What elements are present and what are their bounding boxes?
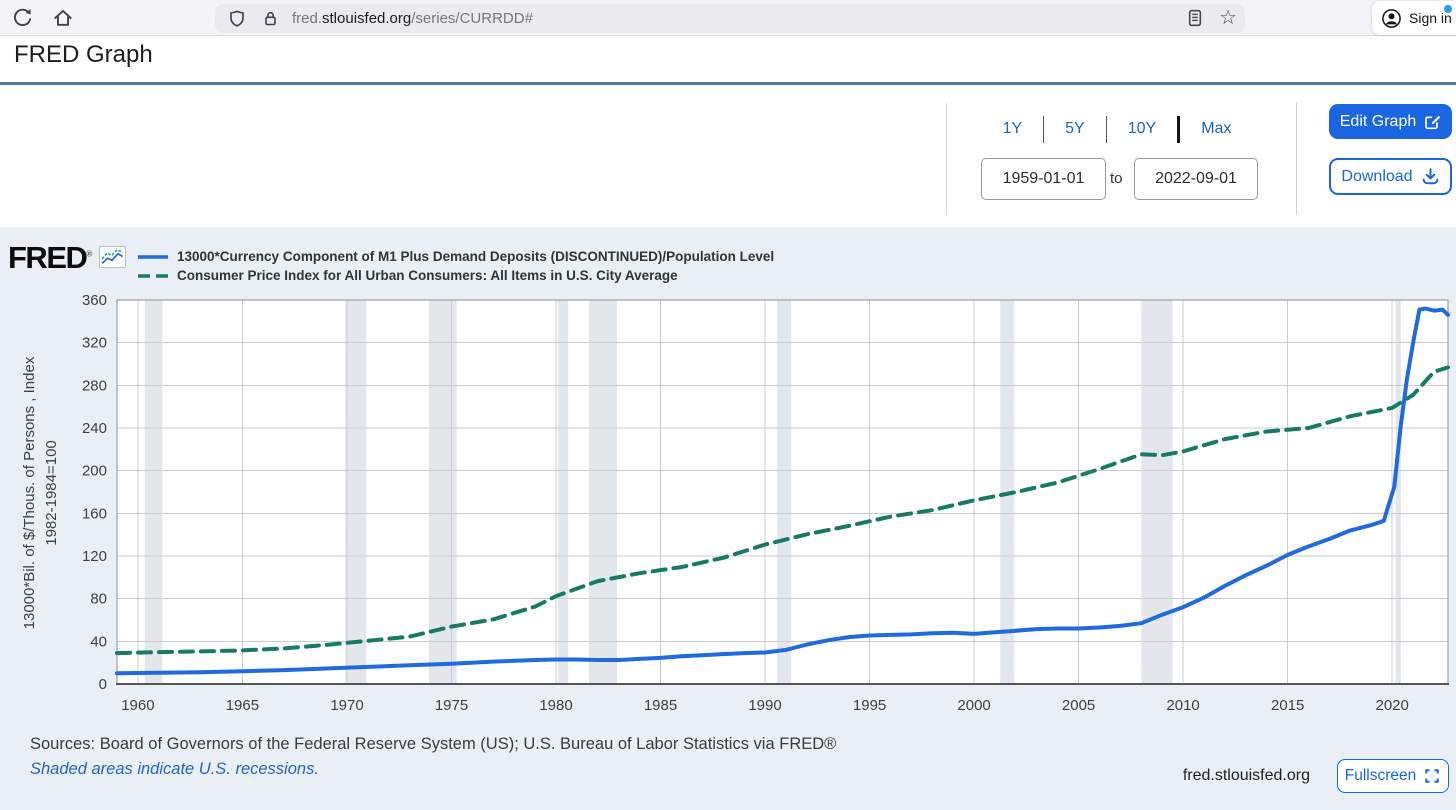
registered-mark: ® (86, 249, 92, 259)
reader-view-icon[interactable] (1185, 8, 1205, 28)
url-path: /series/CURRDD# (411, 10, 533, 27)
url-bar[interactable]: fred.stlouisfed.org/series/CURRDD# ☆ (215, 4, 1245, 33)
sources-text: Sources: Board of Governors of the Feder… (30, 735, 837, 753)
range-separator (1105, 115, 1107, 143)
svg-text:1990: 1990 (748, 697, 781, 714)
svg-text:200: 200 (82, 463, 107, 480)
fred-logo: FRED® (8, 240, 92, 275)
date-from-input[interactable]: 1959-01-01 (981, 158, 1106, 200)
download-button[interactable]: Download (1329, 158, 1452, 195)
home-icon[interactable] (52, 7, 74, 29)
svg-text:0: 0 (99, 676, 107, 693)
url-prefix: fred. (292, 10, 323, 27)
range-separator (1043, 115, 1045, 143)
fullscreen-label: Fullscreen (1344, 767, 1417, 784)
header-divider (0, 82, 1456, 85)
shield-permissions-icon[interactable] (227, 9, 247, 29)
svg-text:2020: 2020 (1376, 697, 1409, 714)
svg-text:240: 240 (82, 420, 107, 437)
svg-text:1960: 1960 (121, 697, 154, 714)
controls-divider-right (1296, 103, 1297, 215)
legend-label-series1: 13000*Currency Component of M1 Plus Dema… (177, 249, 775, 264)
svg-text:1995: 1995 (853, 697, 886, 714)
notification-dot (1444, 5, 1452, 13)
edit-graph-button[interactable]: Edit Graph (1329, 104, 1452, 139)
svg-text:320: 320 (82, 335, 107, 352)
svg-text:1985: 1985 (644, 697, 677, 714)
fullscreen-expand-icon (1425, 769, 1439, 783)
range-selector: 1Y 5Y 10Y Max (952, 114, 1282, 144)
svg-text:40: 40 (90, 633, 107, 650)
range-1y[interactable]: 1Y (1002, 120, 1023, 137)
range-10y[interactable]: 10Y (1127, 120, 1157, 137)
url-text[interactable]: fred.stlouisfed.org/series/CURRDD# (292, 10, 533, 27)
legend-row-series2: Consumer Price Index for All Urban Consu… (137, 266, 774, 285)
reload-icon[interactable] (12, 7, 34, 29)
bookmark-star-icon[interactable]: ☆ (1219, 7, 1237, 29)
browser-toolbar: fred.stlouisfed.org/series/CURRDD# ☆ Sig… (0, 0, 1456, 36)
edit-graph-label: Edit Graph (1339, 112, 1417, 130)
edit-pencil-icon (1425, 115, 1441, 130)
fullscreen-button[interactable]: Fullscreen (1337, 759, 1449, 793)
sign-in-button[interactable]: Sign in (1372, 1, 1456, 35)
download-icon (1422, 168, 1438, 185)
svg-text:280: 280 (82, 377, 107, 394)
lock-icon[interactable] (261, 9, 280, 28)
svg-text:1980: 1980 (539, 697, 572, 714)
svg-text:2010: 2010 (1166, 697, 1199, 714)
svg-text:160: 160 (82, 505, 107, 522)
legend-row-series1: 13000*Currency Component of M1 Plus Dema… (137, 247, 774, 266)
controls-divider-left (946, 103, 947, 215)
svg-text:2000: 2000 (957, 697, 990, 714)
range-5y[interactable]: 5Y (1065, 120, 1085, 137)
date-to-label: to (1110, 170, 1123, 187)
chart-plot[interactable]: 0 40 80 120 160 200 240 280 320 360 1960 1965 1970 19… (0, 292, 1456, 722)
sign-in-label: Sign in (1409, 10, 1452, 26)
recession-note-link[interactable]: Shaded areas indicate U.S. recessions. (30, 760, 319, 778)
svg-text:2015: 2015 (1271, 697, 1304, 714)
page-title: FRED Graph (14, 41, 153, 68)
svg-text:360: 360 (82, 292, 107, 309)
svg-text:1965: 1965 (226, 697, 259, 714)
download-label: Download (1341, 167, 1413, 185)
svg-text:120: 120 (82, 548, 107, 565)
svg-text:1970: 1970 (330, 697, 363, 714)
chart-legend: 13000*Currency Component of M1 Plus Dema… (137, 247, 774, 285)
svg-text:80: 80 (90, 591, 107, 608)
date-to-input[interactable]: 2022-09-01 (1134, 158, 1258, 200)
legend-swatch-dashed-line (138, 273, 168, 278)
account-icon (1382, 8, 1401, 28)
url-domain: stlouisfed.org (322, 10, 412, 27)
legend-label-series2: Consumer Price Index for All Urban Consu… (177, 268, 678, 283)
site-label: fred.stlouisfed.org (1182, 767, 1310, 784)
svg-text:1975: 1975 (435, 697, 468, 714)
svg-text:2005: 2005 (1062, 697, 1095, 714)
legend-swatch-solid-line (138, 254, 168, 259)
fred-chart-widget: FRED® 13000*Currency Component of M1 Plu… (0, 227, 1456, 810)
fred-mini-chart-icon (99, 246, 126, 268)
range-separator-active (1177, 115, 1181, 143)
range-max[interactable]: Max (1201, 120, 1232, 137)
